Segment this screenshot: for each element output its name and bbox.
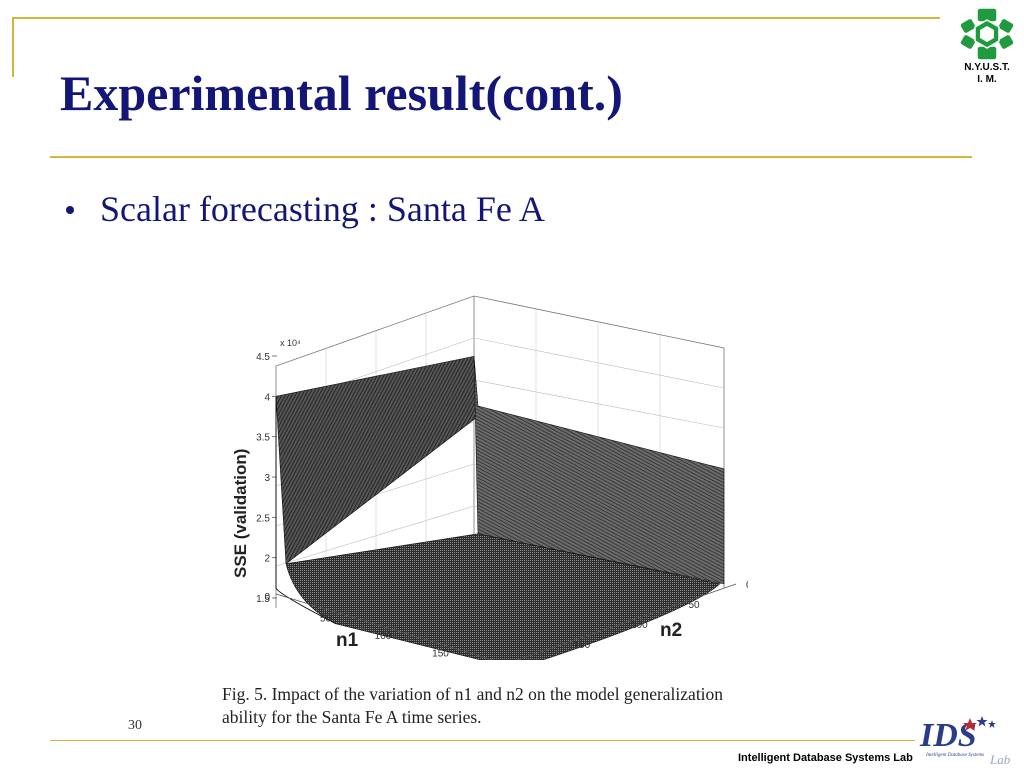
nyust-snowflake-icon (959, 7, 1015, 61)
frame-top-rule (12, 17, 940, 19)
y-axis-line (516, 583, 737, 660)
z-multiplier-label: x 10⁴ (280, 338, 301, 348)
y-tick-label: 100 (631, 620, 648, 631)
y-tick-label: 0 (746, 580, 748, 591)
z-tick-label: 4 (264, 392, 270, 403)
surface-plateau (285, 533, 721, 660)
x-tick-label: 100 (375, 631, 392, 642)
frame-left-rule (12, 17, 14, 77)
bullet-text: Scalar forecasting : Santa Fe A (100, 189, 545, 229)
z-tick-label: 3 (264, 473, 270, 484)
surface-mesh (275, 355, 725, 660)
logo-text-line1: N.Y.U.S.T. (964, 62, 1010, 73)
footer-rule (50, 740, 915, 741)
ids-logo-text: IDS (919, 717, 977, 754)
grid-line (473, 337, 725, 389)
z-tick-label: 4.5 (256, 352, 270, 363)
star-icon (963, 716, 996, 731)
y-tick-label: 150 (574, 640, 591, 651)
grid-line (473, 379, 725, 429)
grid-line (275, 505, 475, 567)
ids-lab-logo: IDS Intelligent Database Systems Lab (919, 716, 1011, 767)
page-number: 30 (128, 718, 142, 733)
y-axis-label: n2 (660, 620, 682, 641)
axis-ticks: 1.522.533.544.5050100150200050100150200 (256, 352, 748, 660)
z-tick-label: 3.5 (256, 433, 270, 444)
surface-left-wall (275, 355, 479, 565)
nyust-logo: N.Y.U.S.T. I. M. (952, 6, 1022, 88)
x-axis-line (275, 593, 495, 660)
logo-text-line2: I. M. (977, 74, 997, 85)
ids-logo-sub: Lab (989, 752, 1011, 767)
x-tick-label: 150 (432, 649, 449, 660)
surface-back-wall (473, 356, 725, 585)
z-axis-label: SSE (validation) (231, 449, 250, 578)
y-tick-label: 50 (689, 600, 701, 611)
ids-logo-motto: Intelligent Database Systems (925, 753, 984, 758)
bullet-item: Scalar forecasting : Santa Fe A (66, 188, 545, 230)
title-underline (50, 156, 972, 158)
lab-name: Intelligent Database Systems Lab (738, 752, 913, 764)
z-tick-label: 2.5 (256, 513, 270, 524)
z-floor-label: 0 (264, 592, 270, 603)
figure-caption: Fig. 5. Impact of the variation of n1 an… (222, 684, 724, 727)
z-tick-label: 2 (264, 554, 270, 565)
z-tick-label: 1.5 (256, 594, 270, 605)
bullet-dot-icon (66, 205, 74, 214)
slide-title: Experimental result(cont.) (60, 65, 623, 121)
sse-surface-chart: 1.522.533.544.5050100150200050100150200 … (231, 295, 748, 660)
x-tick-label: 50 (320, 614, 332, 625)
x-axis-label: n1 (336, 630, 359, 651)
